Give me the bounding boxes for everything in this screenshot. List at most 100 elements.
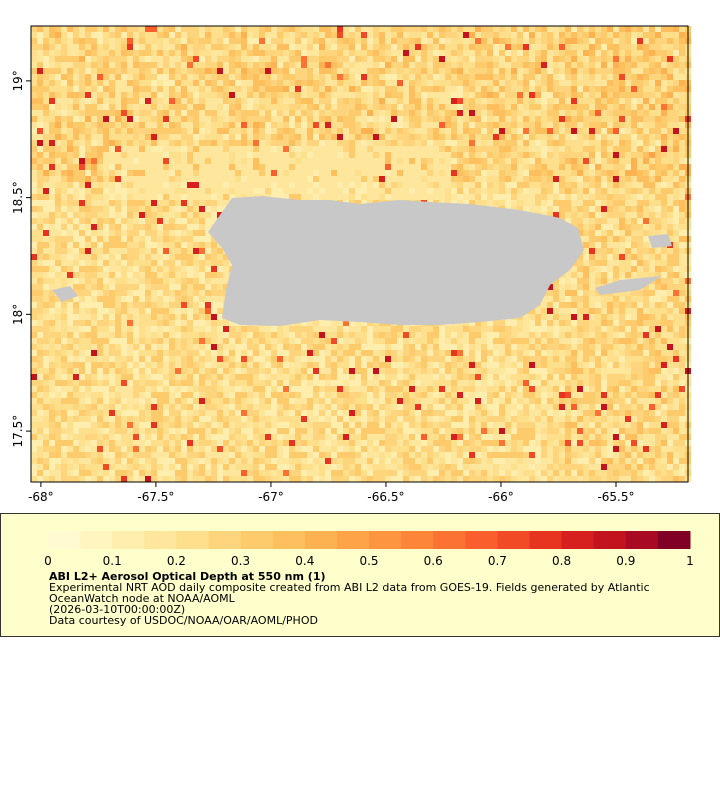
aod-cell xyxy=(109,188,115,194)
aod-cell xyxy=(355,188,361,194)
aod-cell xyxy=(109,218,115,224)
aod-cell xyxy=(235,116,241,122)
aod-cell xyxy=(403,86,409,92)
aod-cell xyxy=(613,158,619,164)
aod-cell xyxy=(427,176,433,182)
aod-cell xyxy=(403,50,409,56)
aod-cell xyxy=(121,80,127,86)
aod-cell xyxy=(589,194,595,200)
aod-cell xyxy=(529,38,535,44)
aod-cell xyxy=(49,104,55,110)
aod-cell xyxy=(649,176,655,182)
aod-cell xyxy=(259,128,265,134)
aod-cell xyxy=(547,26,553,32)
aod-cell xyxy=(577,164,583,170)
aod-cell xyxy=(403,134,409,140)
aod-cell xyxy=(133,146,139,152)
aod-cell xyxy=(613,86,619,92)
aod-cell xyxy=(193,158,199,164)
aod-cell xyxy=(157,26,163,32)
aod-cell xyxy=(631,44,637,50)
aod-cell xyxy=(547,158,553,164)
aod-cell xyxy=(133,236,139,242)
aod-cell xyxy=(361,128,367,134)
aod-cell xyxy=(631,62,637,68)
aod-cell xyxy=(529,170,535,176)
aod-cell xyxy=(259,182,265,188)
aod-cell xyxy=(205,170,211,176)
aod-cell xyxy=(403,62,409,68)
aod-cell xyxy=(139,122,145,128)
aod-cell xyxy=(205,296,211,302)
aod-cell xyxy=(589,152,595,158)
aod-cell xyxy=(355,80,361,86)
aod-cell xyxy=(547,104,553,110)
aod-cell xyxy=(67,32,73,38)
aod-cell xyxy=(289,140,295,146)
aod-cell xyxy=(37,68,43,74)
aod-cell xyxy=(661,134,667,140)
aod-cell xyxy=(511,164,517,170)
aod-cell xyxy=(499,134,505,140)
aod-cell xyxy=(601,32,607,38)
aod-cell xyxy=(217,200,223,206)
aod-cell xyxy=(235,98,241,104)
aod-cell xyxy=(181,266,187,272)
aod-cell xyxy=(91,80,97,86)
aod-cell xyxy=(559,104,565,110)
aod-cell xyxy=(673,278,679,284)
aod-cell xyxy=(229,188,235,194)
aod-cell xyxy=(367,68,373,74)
aod-cell xyxy=(421,152,427,158)
aod-cell xyxy=(535,206,541,212)
aod-cell xyxy=(487,116,493,122)
aod-cell xyxy=(313,32,319,38)
aod-cell xyxy=(583,38,589,44)
aod-cell xyxy=(193,266,199,272)
aod-cell xyxy=(319,188,325,194)
aod-cell xyxy=(73,230,79,236)
aod-cell xyxy=(463,74,469,80)
aod-cell xyxy=(667,128,673,134)
aod-cell xyxy=(121,74,127,80)
aod-cell xyxy=(499,122,505,128)
aod-cell xyxy=(487,68,493,74)
aod-cell xyxy=(145,272,151,278)
aod-cell xyxy=(493,104,499,110)
aod-cell xyxy=(331,170,337,176)
aod-cell xyxy=(547,146,553,152)
aod-cell xyxy=(523,26,529,32)
aod-cell xyxy=(325,68,331,74)
aod-cell xyxy=(595,116,601,122)
aod-cell xyxy=(31,32,37,38)
aod-cell xyxy=(571,284,577,290)
aod-cell xyxy=(115,254,121,260)
aod-cell xyxy=(493,56,499,62)
aod-cell xyxy=(673,266,679,272)
aod-cell xyxy=(61,260,67,266)
aod-cell xyxy=(667,74,673,80)
aod-cell xyxy=(409,92,415,98)
aod-cell xyxy=(193,50,199,56)
aod-cell xyxy=(193,278,199,284)
aod-cell xyxy=(349,194,355,200)
aod-cell xyxy=(487,32,493,38)
aod-cell xyxy=(31,92,37,98)
aod-cell xyxy=(553,146,559,152)
aod-cell xyxy=(217,182,223,188)
aod-cell xyxy=(679,116,685,122)
aod-cell xyxy=(145,98,151,104)
aod-cell xyxy=(73,98,79,104)
aod-cell xyxy=(205,188,211,194)
aod-cell xyxy=(109,62,115,68)
aod-cell xyxy=(619,86,625,92)
aod-cell xyxy=(145,62,151,68)
aod-cell xyxy=(553,98,559,104)
aod-cell xyxy=(445,80,451,86)
aod-cell xyxy=(373,98,379,104)
aod-cell xyxy=(157,296,163,302)
aod-cell xyxy=(223,272,229,278)
aod-cell xyxy=(679,38,685,44)
aod-cell xyxy=(319,44,325,50)
aod-cell xyxy=(91,104,97,110)
